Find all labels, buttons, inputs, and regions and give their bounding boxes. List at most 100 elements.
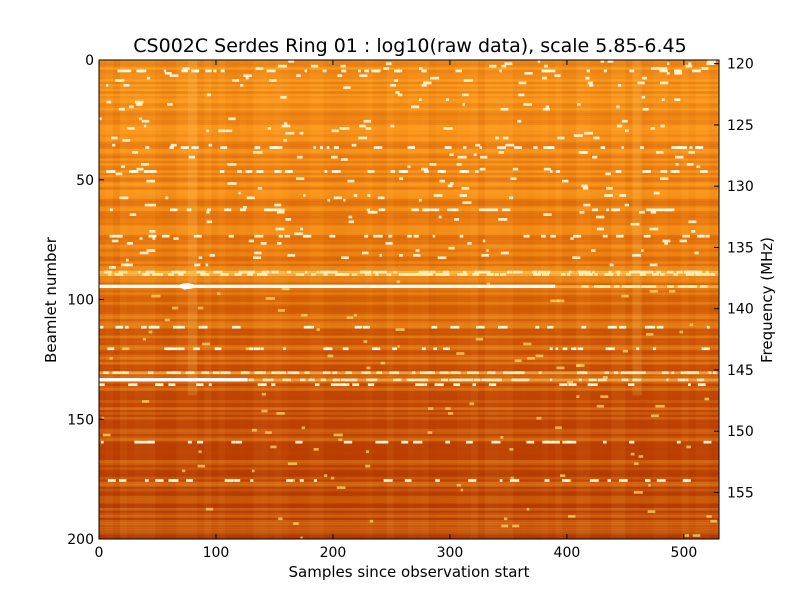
y2-axis-ticks: 120 125 130 135 140 145 150 155 — [714, 57, 754, 501]
heatmap-row — [99, 428, 719, 432]
rfi-speckle — [596, 227, 604, 231]
rfi-speckle — [656, 325, 664, 329]
rfi-speckle — [404, 479, 412, 482]
rfi-speckle — [501, 64, 507, 68]
rfi-speckle — [205, 69, 212, 73]
rfi-speckle — [491, 440, 501, 444]
rfi-speckle — [455, 69, 462, 73]
heatmap-column — [534, 60, 541, 539]
rfi-speckle — [555, 347, 559, 351]
rfi-speckle — [489, 64, 497, 68]
rfi-speckle — [568, 515, 576, 518]
rfi-speckle — [327, 198, 331, 202]
rfi-speckle — [254, 251, 262, 255]
rfi-speckle — [208, 383, 212, 387]
rfi-speckle — [645, 479, 651, 482]
rfi-speckle — [596, 404, 605, 408]
rfi-speckle — [559, 383, 568, 387]
heatmap-column — [527, 60, 535, 539]
x-tick-label: 400 — [554, 545, 581, 561]
heatmap-row — [99, 352, 719, 356]
rfi-speckle — [415, 249, 420, 252]
rfi-speckle — [486, 282, 490, 286]
heatmap-row — [99, 333, 719, 336]
rfi-speckle — [456, 352, 465, 355]
rfi-speckle — [701, 347, 710, 351]
rfi-speckle — [535, 325, 540, 329]
rfi-speckle — [206, 220, 213, 224]
rfi-speckle — [299, 131, 304, 135]
rfi-speckle — [177, 325, 185, 329]
rfi-speckle — [383, 440, 389, 444]
rfi-speckle — [385, 62, 392, 66]
rfi-speckle — [119, 196, 129, 200]
heatmap-rows — [99, 60, 719, 539]
rfi-speckle — [418, 198, 422, 202]
heatmap-column — [204, 60, 212, 539]
rfi-speckle — [424, 383, 428, 387]
rfi-speckle — [198, 325, 205, 329]
rfi-speckle — [107, 479, 116, 482]
rfi-speckle — [143, 124, 147, 128]
rfi-speckle — [694, 251, 699, 255]
rfi-speckle — [373, 146, 383, 149]
rfi-speckle — [622, 349, 628, 353]
rfi-speckle — [300, 227, 304, 231]
rfi-speckle — [557, 299, 565, 303]
heatmap-row — [99, 186, 719, 190]
rfi-speckle — [681, 146, 688, 149]
rfi-speckle — [587, 81, 593, 85]
rfi-speckle — [407, 165, 411, 169]
rfi-speckle — [168, 479, 176, 482]
y2-tick-label: 155 — [727, 485, 754, 501]
rfi-speckle — [369, 519, 374, 523]
rfi-speckle — [642, 107, 649, 111]
heatmap-row — [99, 368, 719, 372]
heatmap-row — [99, 354, 719, 358]
rfi-speckle — [664, 242, 668, 245]
heatmap-column — [661, 60, 668, 539]
heatmap-row — [99, 452, 719, 456]
rfi-speckle — [616, 234, 624, 238]
rfi-speckle — [220, 69, 225, 73]
rfi-speckle — [224, 208, 232, 212]
rfi-speckle — [295, 177, 305, 181]
heatmap-row — [99, 201, 719, 205]
rfi-speckle — [121, 263, 129, 267]
rfi-speckle — [430, 208, 440, 212]
rfi-speckle — [273, 146, 283, 149]
bright-line-segment — [99, 378, 248, 382]
rfi-speckle — [252, 256, 262, 260]
rfi-speckle — [121, 165, 125, 169]
rfi-speckle — [476, 325, 485, 329]
rfi-speckle — [156, 383, 164, 387]
rfi-speckle — [642, 170, 651, 173]
rfi-speckle — [202, 342, 211, 346]
heatmap-column — [717, 60, 724, 539]
rfi-speckle — [140, 440, 150, 444]
rfi-speckle — [128, 383, 134, 387]
heatmap-row — [99, 361, 719, 365]
rfi-speckle — [206, 93, 211, 97]
rfi-speckle — [111, 239, 119, 243]
rfi-speckle — [99, 383, 105, 387]
rfi-speckle — [638, 455, 644, 458]
heatmap-row — [99, 131, 719, 135]
heatmap-row — [99, 414, 719, 418]
rfi-speckle — [149, 230, 156, 233]
rfi-speckle — [710, 519, 717, 523]
rfi-speckle — [375, 440, 385, 444]
rfi-speckle — [307, 325, 314, 329]
rfi-speckle — [395, 328, 405, 331]
heatmap-row — [99, 184, 719, 188]
heatmap-row — [99, 172, 719, 176]
rfi-speckle — [100, 440, 104, 444]
rfi-speckle — [550, 299, 560, 303]
y-axis-label: Beamlet number — [42, 236, 60, 363]
rfi-speckle — [437, 256, 447, 260]
rfi-speckle — [561, 179, 569, 183]
heatmap-row — [99, 112, 719, 116]
rfi-speckle — [518, 81, 527, 85]
heatmap-column — [274, 60, 282, 539]
heatmap-column — [183, 60, 191, 539]
